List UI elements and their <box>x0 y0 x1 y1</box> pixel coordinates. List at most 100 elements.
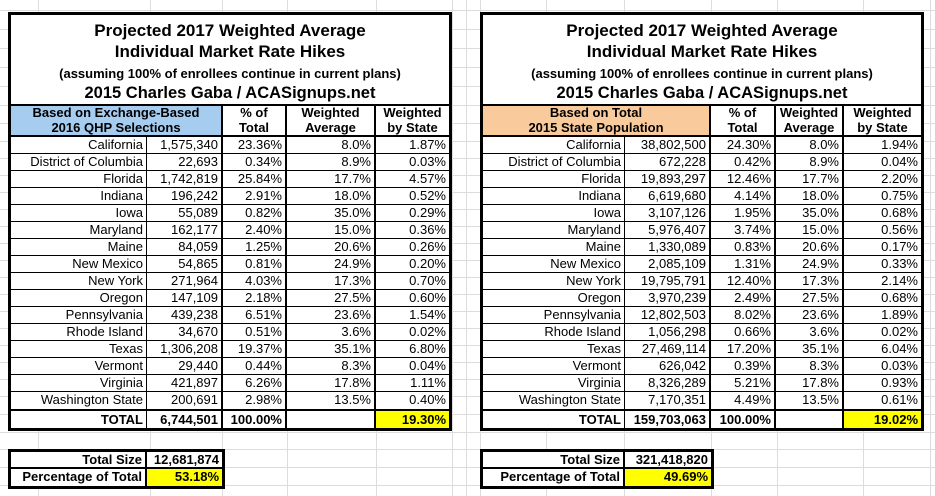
cell-wstate: 0.26% <box>409 239 446 254</box>
state-rows: California 1,575,340 23.36% 8.0% 1.87% Distri… <box>11 137 449 409</box>
cell-state: Texas <box>11 341 147 357</box>
cell-state: Rhode Island <box>11 324 147 340</box>
cell-wavg: 8.9% <box>287 154 376 170</box>
cell-wstate: 0.68% <box>881 205 918 220</box>
cell-pct: 1.95% <box>711 205 776 221</box>
cell-wstate: 0.93% <box>881 375 918 390</box>
cell-pct: 12.46% <box>711 171 776 187</box>
cell-pct: 1.31% <box>711 256 776 272</box>
title-line-2: Individual Market Rate Hikes <box>114 42 346 61</box>
cell-value: 271,964 <box>147 273 223 289</box>
cell-pct: 0.66% <box>711 324 776 340</box>
table-row: Pennsylvania 439,238 6.51% 23.6% 1.54% <box>11 307 449 324</box>
cell-value: 12,802,503 <box>625 307 711 323</box>
table-row: District of Columbia 672,228 0.42% 8.9% 0.04… <box>483 154 921 171</box>
cell-wstate: 2.14% <box>881 273 918 288</box>
cell-state: District of Columbia <box>11 154 147 170</box>
cell-wavg: 17.7% <box>287 171 376 187</box>
header-pct-of-total: % of Total <box>223 105 287 135</box>
gridline <box>0 243 935 244</box>
cell-state: Pennsylvania <box>483 307 625 323</box>
cell-wavg: 17.3% <box>287 273 376 289</box>
gridline <box>0 294 935 295</box>
table-row: Texas 27,469,114 17.20% 35.1% 6.04% <box>483 341 921 358</box>
cell-state: Iowa <box>11 205 147 221</box>
title-line-2: Individual Market Rate Hikes <box>586 42 818 61</box>
cell-wstate: 1.87% <box>409 137 446 152</box>
table-row: Oregon 3,970,239 2.49% 27.5% 0.68% <box>483 290 921 307</box>
cell-state: California <box>483 137 625 153</box>
percentage-of-total-label: Percentage of Total <box>483 469 625 486</box>
gridline <box>0 345 935 346</box>
cell-pct: 0.44% <box>223 358 287 374</box>
cell-value: 29,440 <box>147 358 223 374</box>
cell-pct: 4.03% <box>223 273 287 289</box>
header-weighted-by-state: Weighted by State <box>853 105 912 135</box>
cell-state: District of Columbia <box>483 154 625 170</box>
cell-wstate: 0.04% <box>409 358 446 373</box>
cell-pct: 0.39% <box>711 358 776 374</box>
table-row: Indiana 196,242 2.91% 18.0% 0.52% <box>11 188 449 205</box>
cell-state: Maryland <box>11 222 147 238</box>
qhp-summary-block: Total Size 12,681,874 Percentage of Tota… <box>8 449 225 489</box>
cell-pct: 0.42% <box>711 154 776 170</box>
gridline <box>0 449 935 450</box>
table-title-block: Projected 2017 Weighted Average Individu… <box>11 15 449 106</box>
table-row: Rhode Island 34,670 0.51% 3.6% 0.02% <box>11 324 449 341</box>
cell-wavg: 8.0% <box>287 137 376 153</box>
cell-wavg: 35.1% <box>287 341 376 357</box>
cell-wavg: 27.5% <box>776 290 844 306</box>
table-row: Florida 19,893,297 12.46% 17.7% 2.20% <box>483 171 921 188</box>
cell-wavg: 17.7% <box>776 171 844 187</box>
cell-pct: 25.84% <box>223 171 287 187</box>
table-row: Iowa 55,089 0.82% 35.0% 0.29% <box>11 205 449 222</box>
total-size-row: Total Size 321,418,820 <box>483 452 711 469</box>
cell-wstate: 0.33% <box>881 256 918 271</box>
cell-value: 162,177 <box>147 222 223 238</box>
gridline <box>0 48 935 49</box>
state-rows: California 38,802,500 24.30% 8.0% 1.94% Distr… <box>483 137 921 409</box>
gridline <box>466 0 467 496</box>
cell-wavg: 23.6% <box>776 307 844 323</box>
percentage-of-total-value: 49.69% <box>625 469 711 486</box>
cell-wstate: 6.80% <box>409 341 446 356</box>
gridline <box>0 311 935 312</box>
cell-value: 54,865 <box>147 256 223 272</box>
cell-value: 3,970,239 <box>625 290 711 306</box>
cell-pct: 0.81% <box>223 256 287 272</box>
cell-wstate: 1.89% <box>881 307 918 322</box>
cell-state: Vermont <box>483 358 625 374</box>
table-row: California 1,575,340 23.36% 8.0% 1.87% <box>11 137 449 154</box>
cell-wavg: 3.6% <box>287 324 376 340</box>
total-wavg <box>287 411 376 428</box>
cell-state: Indiana <box>11 188 147 204</box>
title-line-1: Projected 2017 Weighted Average <box>94 21 366 40</box>
table-row: Washington State 200,691 2.98% 13.5% 0.40% <box>11 392 449 409</box>
total-value: 159,703,063 <box>625 411 711 428</box>
cell-value: 19,893,297 <box>625 171 711 187</box>
cell-value: 200,691 <box>147 392 223 409</box>
table-row: Maine 1,330,089 0.83% 20.6% 0.17% <box>483 239 921 256</box>
cell-wstate: 0.40% <box>409 392 446 407</box>
header-weighted-by-state: Weighted by State <box>383 105 442 135</box>
gridline <box>452 0 453 496</box>
gridline <box>0 277 935 278</box>
cell-wstate: 0.56% <box>881 222 918 237</box>
qhp-selections-table: Projected 2017 Weighted Average Individu… <box>8 12 452 431</box>
cell-pct: 0.34% <box>223 154 287 170</box>
table-row: New Mexico 54,865 0.81% 24.9% 0.20% <box>11 256 449 273</box>
total-value: 6,744,501 <box>147 411 223 428</box>
cell-wstate: 1.11% <box>410 375 446 390</box>
table-row: Washington State 7,170,351 4.49% 13.5% 0.61% <box>483 392 921 409</box>
percentage-of-total-value: 53.18% <box>147 469 222 486</box>
cell-pct: 2.91% <box>223 188 287 204</box>
cell-value: 19,795,791 <box>625 273 711 289</box>
cell-state: Washington State <box>483 392 625 409</box>
cell-wavg: 23.6% <box>287 307 376 323</box>
cell-state: Texas <box>483 341 625 357</box>
cell-value: 7,170,351 <box>625 392 711 409</box>
cell-value: 6,619,680 <box>625 188 711 204</box>
cell-state: Virginia <box>11 375 147 391</box>
cell-value: 22,693 <box>147 154 223 170</box>
cell-wavg: 35.0% <box>776 205 844 221</box>
